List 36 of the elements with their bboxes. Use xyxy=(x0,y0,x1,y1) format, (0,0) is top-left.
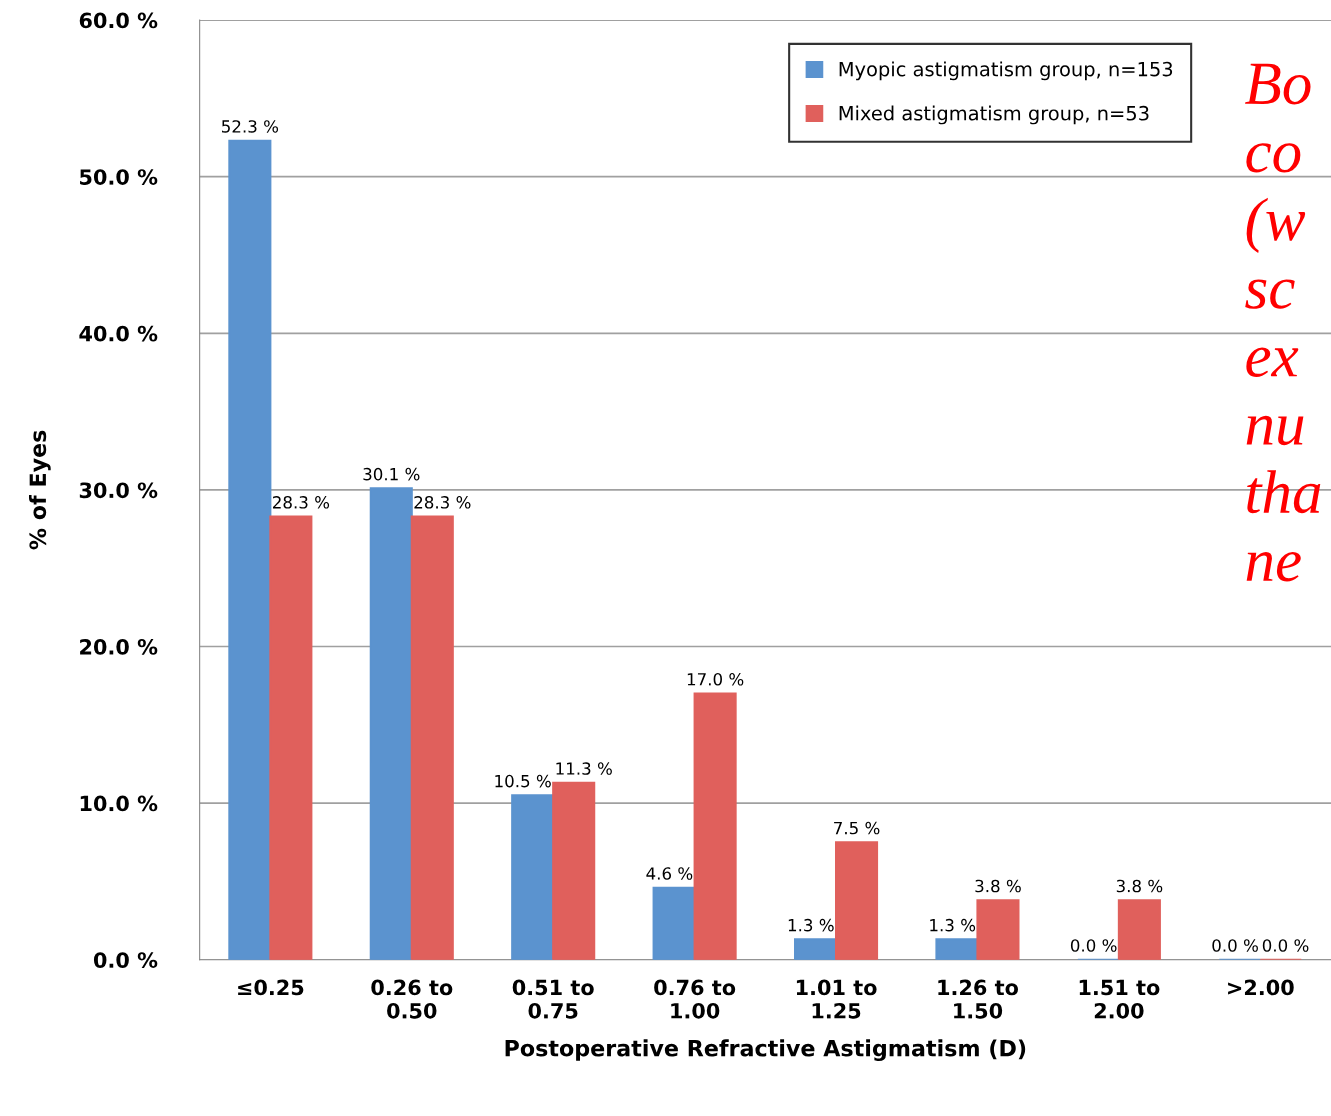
data-label: 0.0 % xyxy=(1212,939,1258,952)
x-tick-label: 1.26 to 1.50 xyxy=(938,979,1019,1019)
data-label: 52.3 % xyxy=(222,120,279,133)
y-tick-label: 60.0 % xyxy=(79,12,158,29)
data-label: 7.5 % xyxy=(834,821,880,835)
x-tick-label: 0.51 to 0.75 xyxy=(512,979,594,1019)
data-label: 17.0 % xyxy=(687,672,744,686)
x-tick-label: 0.76 to 1.00 xyxy=(654,979,736,1019)
y-tick-label: 30.0 % xyxy=(79,482,158,499)
y-tick-label: 10.0 % xyxy=(80,795,158,812)
legend-label: Mixed astigmatism group, n=53 xyxy=(839,105,1149,125)
x-tick-label: >2.00 xyxy=(1228,979,1294,996)
data-label: 28.3 % xyxy=(414,496,471,509)
data-label: 3.8 % xyxy=(1116,879,1163,893)
x-axis-title: Postoperative Refractive Astigmatism (D) xyxy=(505,1039,1026,1062)
x-tick-label: 1.01 to 1.25 xyxy=(796,979,877,1019)
data-label: 28.3 % xyxy=(272,496,330,509)
x-tick-label: 0.26 to 0.50 xyxy=(371,979,453,1019)
data-label: 10.5 % xyxy=(495,774,551,788)
y-tick-label: 0.0 % xyxy=(93,952,158,968)
x-tick-label: ≤0.25 xyxy=(238,979,304,996)
y-tick-label: 50.0 % xyxy=(80,169,158,185)
data-label: 1.3 % xyxy=(930,918,976,932)
x-tick-label: 1.51 to 2.00 xyxy=(1079,979,1160,1019)
data-label: 3.8 % xyxy=(975,879,1021,893)
data-label: 30.1 % xyxy=(363,467,420,481)
data-label: 0.0 % xyxy=(1070,939,1117,952)
y-tick-label: 40.0 % xyxy=(79,325,158,342)
data-label: 0.0 % xyxy=(1262,939,1309,952)
legend-label: Myopic astigmatism group, n=153 xyxy=(839,61,1173,81)
data-label: 11.3 % xyxy=(556,762,612,775)
data-label: 1.3 % xyxy=(788,918,834,932)
y-tick-label: 20.0 % xyxy=(80,638,158,655)
data-label: 4.6 % xyxy=(646,867,693,880)
annotation: Bo co (w sc ex nu tha ne xyxy=(1245,63,1321,582)
y-axis-title: % of Eyes xyxy=(29,430,51,550)
